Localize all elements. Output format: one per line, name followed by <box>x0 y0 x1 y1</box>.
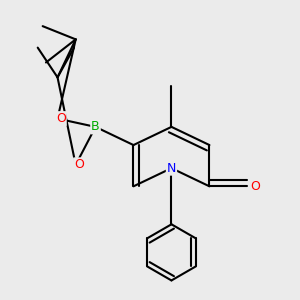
Text: O: O <box>251 180 261 193</box>
Text: O: O <box>56 112 66 125</box>
Text: B: B <box>91 120 100 134</box>
Text: O: O <box>74 158 84 171</box>
Text: N: N <box>167 162 176 175</box>
